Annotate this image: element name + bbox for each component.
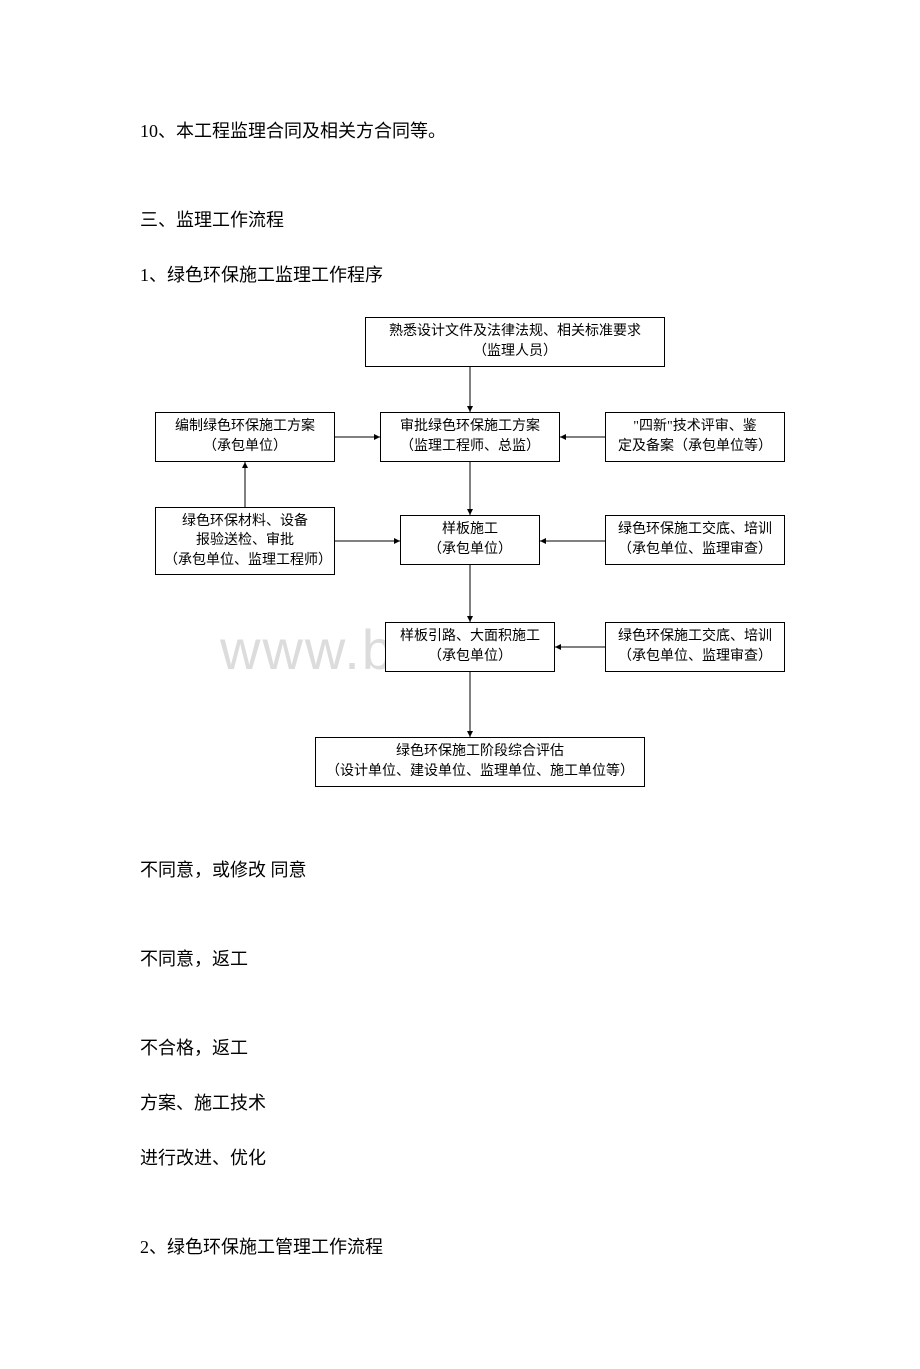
sub-heading-2: 2、绿色环保施工管理工作流程 bbox=[140, 1234, 780, 1261]
node-text: （承包单位、监理审查） bbox=[618, 540, 772, 560]
node-text: （承包单位、监理工程师） bbox=[164, 551, 326, 571]
node-text: （设计单位、建设单位、监理单位、施工单位等） bbox=[326, 762, 634, 782]
node-text: （承包单位、监理审查） bbox=[618, 647, 772, 667]
annotation-3: 不合格，返工 bbox=[140, 1035, 780, 1062]
node-evaluation: 绿色环保施工阶段综合评估 （设计单位、建设单位、监理单位、施工单位等） bbox=[315, 737, 645, 787]
node-materials: 绿色环保材料、设备 报验送检、审批 （承包单位、监理工程师） bbox=[155, 507, 335, 575]
node-familiarize: 熟悉设计文件及法律法规、相关标准要求 （监理人员） bbox=[365, 317, 665, 367]
node-text: （承包单位） bbox=[203, 437, 287, 457]
node-text: 绿色环保施工交底、培训 bbox=[618, 627, 772, 647]
node-text: 审批绿色环保施工方案 bbox=[400, 417, 540, 437]
node-training-2: 绿色环保施工交底、培训 （承包单位、监理审查） bbox=[605, 622, 785, 672]
node-compile-plan: 编制绿色环保施工方案 （承包单位） bbox=[155, 412, 335, 462]
node-sample: 样板施工 （承包单位） bbox=[400, 515, 540, 565]
intro-line-10: 10、本工程监理合同及相关方合同等。 bbox=[140, 118, 780, 145]
node-text: 熟悉设计文件及法律法规、相关标准要求 bbox=[389, 322, 641, 342]
node-text: （承包单位） bbox=[428, 540, 512, 560]
node-text: 样板施工 bbox=[442, 520, 498, 540]
node-text: （承包单位） bbox=[428, 647, 512, 667]
sub-heading-1: 1、绿色环保施工监理工作程序 bbox=[140, 262, 780, 289]
node-four-new: "四新"技术评审、鉴 定及备案（承包单位等） bbox=[605, 412, 785, 462]
node-text: 绿色环保施工阶段综合评估 bbox=[396, 742, 564, 762]
node-text: 绿色环保材料、设备 bbox=[182, 512, 308, 532]
node-text: 定及备案（承包单位等） bbox=[618, 437, 772, 457]
node-text: 样板引路、大面积施工 bbox=[400, 627, 540, 647]
node-approve-plan: 审批绿色环保施工方案 （监理工程师、总监） bbox=[380, 412, 560, 462]
node-text: 报验送检、审批 bbox=[196, 531, 294, 551]
document-page: 10、本工程监理合同及相关方合同等。 三、监理工作流程 1、绿色环保施工监理工作… bbox=[0, 0, 920, 1369]
node-text: 编制绿色环保施工方案 bbox=[175, 417, 315, 437]
node-text: （监理人员） bbox=[473, 342, 557, 362]
node-training-1: 绿色环保施工交底、培训 （承包单位、监理审查） bbox=[605, 515, 785, 565]
heading-3: 三、监理工作流程 bbox=[140, 207, 780, 234]
annotation-2: 不同意，返工 bbox=[140, 946, 780, 973]
annotation-4: 方案、施工技术 bbox=[140, 1090, 780, 1117]
node-text: "四新"技术评审、鉴 bbox=[633, 417, 756, 437]
node-large-scale: 样板引路、大面积施工 （承包单位） bbox=[385, 622, 555, 672]
annotation-1: 不同意，或修改 同意 bbox=[140, 857, 780, 884]
node-text: 绿色环保施工交底、培训 bbox=[618, 520, 772, 540]
annotation-5: 进行改进、优化 bbox=[140, 1145, 780, 1172]
flowchart: www.bdc 熟悉设计文件及法律法规、相关标准要求 （监理人员） 编制绿色环保… bbox=[140, 317, 800, 827]
node-text: （监理工程师、总监） bbox=[400, 437, 540, 457]
